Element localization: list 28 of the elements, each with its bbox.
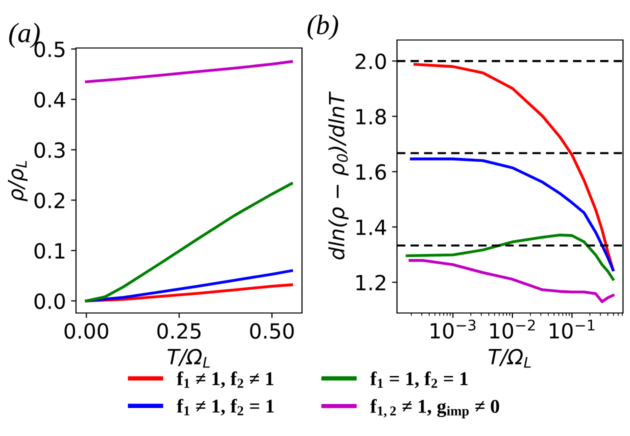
x-tick-label: 0.50 (250, 323, 294, 339)
line-series (85, 60, 293, 84)
y-axis-title: dln(ρ − ρ$_{0}$)/dlnT (328, 91, 349, 260)
y-tick-label: 0.3 (34, 142, 65, 158)
x-axis-title: T/Ω$_{L}$ (168, 348, 210, 368)
y-tick-label: 0.4 (34, 92, 66, 108)
y-tick-label: 1.4 (356, 220, 386, 235)
chart-title: (b) (308, 14, 338, 40)
x-tick-label: 0.25 (157, 323, 201, 339)
y-tick-label: 1.8 (356, 108, 386, 125)
y-tick-label: 1.6 (356, 164, 386, 180)
y-tick-label: 0.1 (34, 242, 64, 259)
line-series (85, 182, 293, 302)
y-tick-label: 2.0 (356, 53, 386, 70)
x-tick-label: 10$^{−2}$ (490, 320, 535, 339)
x-axis-title: T/Ω$_{L}$ (488, 348, 531, 368)
y-tick-label: 0.0 (34, 293, 65, 310)
x-tick-label: 10$^{−1}$ (550, 320, 594, 339)
line-series (85, 269, 293, 302)
y-tick-label: 0.2 (34, 192, 64, 208)
x-tick-label: 0.00 (64, 323, 108, 339)
legend-label: f$_{1}$ ≠ 1, f$_{2}$ ≠ 1 (176, 371, 274, 388)
legend-label: f$_{1,2}$ ≠ 1, g$_{imp}$ ≠ 0 (370, 399, 500, 418)
y-tick-label: 1.2 (356, 274, 386, 290)
legend-label: f$_{1}$ ≠ 1, f$_{2}$ = 1 (176, 398, 274, 416)
y-axis-title: ρ/ρ$_{L}$ (8, 160, 28, 202)
legend-label: f$_{1}$ = 1, f$_{2}$ = 1 (370, 371, 468, 388)
x-tick-label: 10$^{−3}$ (430, 320, 476, 339)
